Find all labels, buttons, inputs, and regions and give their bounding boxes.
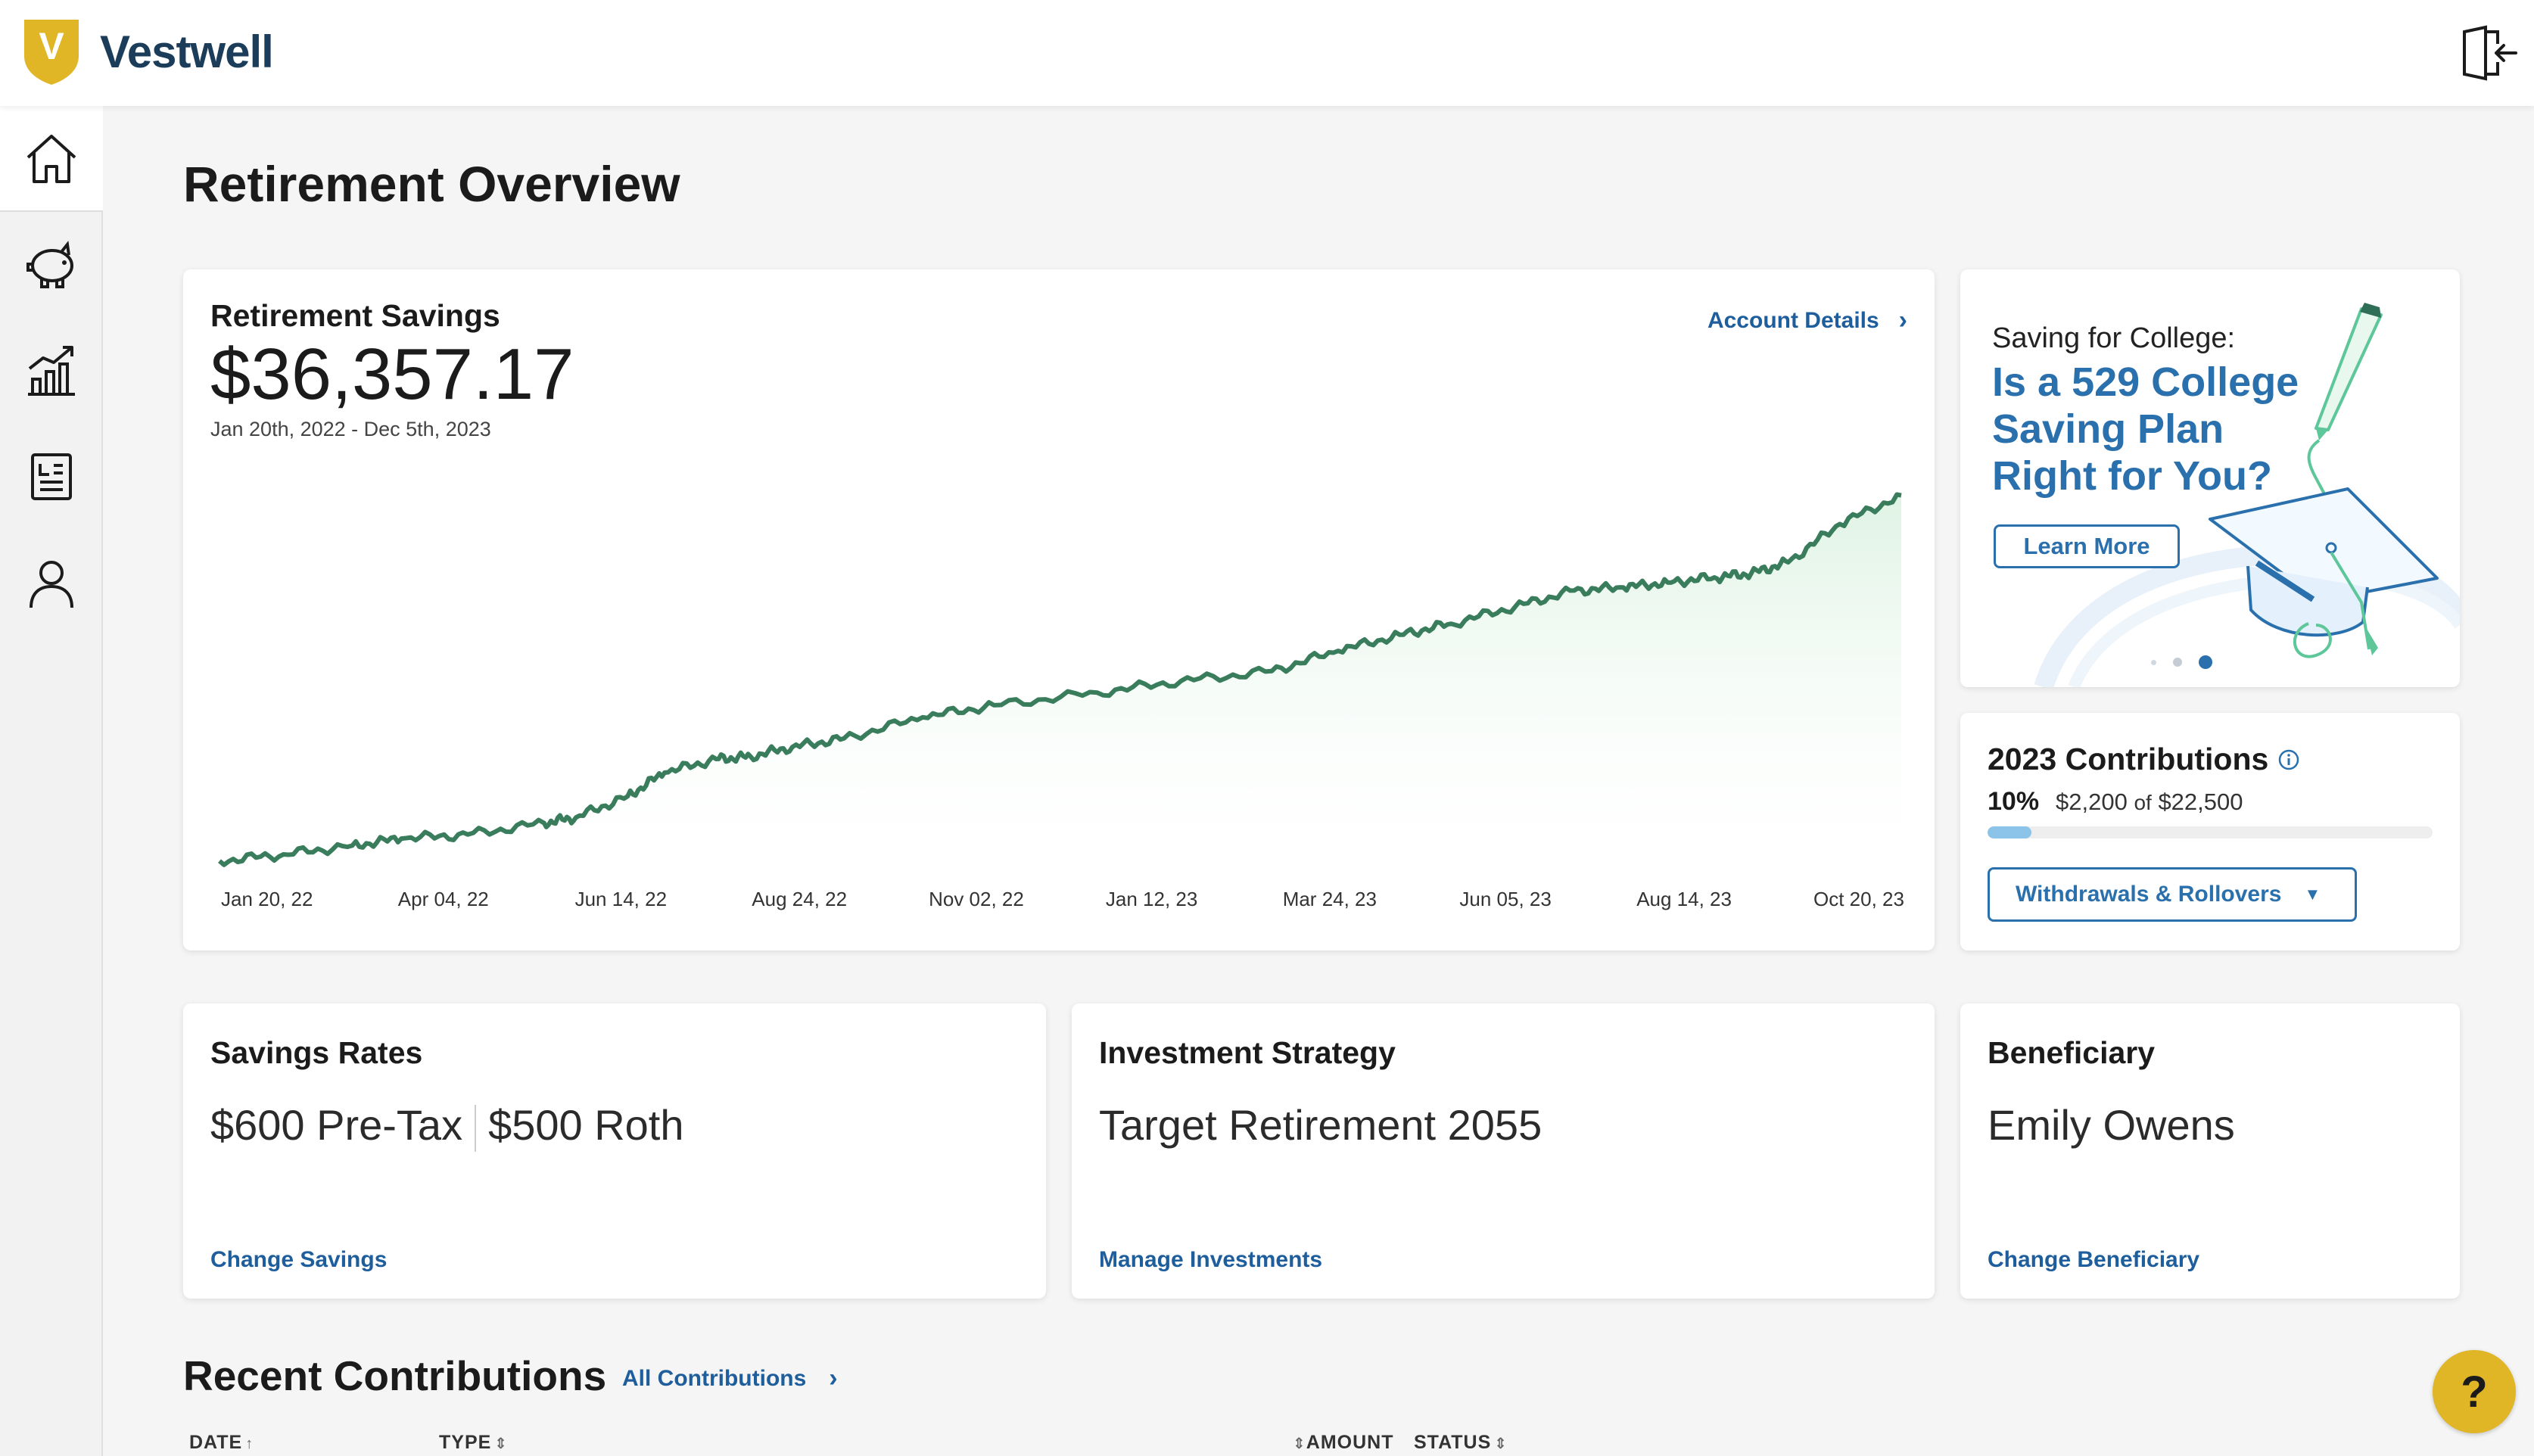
- all-contributions-link[interactable]: All Contributions ›: [622, 1364, 838, 1393]
- type-header-label: TYPE: [439, 1432, 492, 1453]
- sort-icon: ⇕: [1293, 1436, 1306, 1452]
- x-tick-label: Oct 20, 23: [1813, 888, 1904, 910]
- promo-kicker: Saving for College:: [1992, 322, 2236, 354]
- beneficiary-card: Beneficiary Emily Owens Change Beneficia…: [1960, 1003, 2460, 1299]
- x-tick-label: Jun 05, 23: [1459, 888, 1551, 910]
- beneficiary-name: Emily Owens: [1988, 1101, 2235, 1149]
- status-header-label: STATUS: [1414, 1432, 1492, 1453]
- savings-rates-title: Savings Rates: [210, 1035, 423, 1070]
- sidebar-item-savings[interactable]: [0, 212, 103, 318]
- x-tick-label: Jan 12, 23: [1106, 888, 1197, 910]
- contributions-card: 2023 Contributions 10% $2,200 of $22,500…: [1960, 713, 2460, 950]
- svg-text:V: V: [39, 25, 64, 67]
- column-header-type[interactable]: TYPE ⇕: [439, 1432, 508, 1454]
- x-tick-label: Jun 14, 22: [575, 888, 667, 910]
- sidebar-item-profile[interactable]: [0, 530, 103, 636]
- top-bar: V Vestwell: [0, 0, 2534, 106]
- recent-contributions-title: Recent Contributions: [183, 1352, 607, 1399]
- page-title: Retirement Overview: [183, 156, 680, 212]
- sort-ascending-icon: ↑: [245, 1436, 254, 1452]
- chart-area-fill: [219, 494, 1901, 865]
- roth-rate: $500 Roth: [488, 1101, 684, 1149]
- vestwell-logo[interactable]: V Vestwell: [21, 17, 274, 86]
- column-header-date[interactable]: DATE ↑: [189, 1432, 254, 1454]
- column-header-amount[interactable]: ⇕AMOUNT: [1290, 1432, 1393, 1454]
- sidebar-item-home[interactable]: [0, 106, 103, 212]
- all-contributions-label: All Contributions: [622, 1365, 807, 1391]
- withdrawals-rollovers-dropdown[interactable]: Withdrawals & Rollovers ▼: [1988, 867, 2357, 922]
- contributions-limit: $22,500: [2158, 789, 2243, 815]
- x-tick-label: Mar 24, 23: [1283, 888, 1377, 910]
- x-tick-label: Nov 02, 22: [929, 888, 1024, 910]
- sidebar-item-documents[interactable]: [0, 424, 103, 530]
- info-icon[interactable]: [2277, 748, 2300, 771]
- sort-icon: ⇕: [1494, 1436, 1508, 1452]
- chevron-right-icon: ›: [829, 1364, 838, 1392]
- savings-rates-value: $600 Pre-Tax $500 Roth: [210, 1100, 684, 1153]
- contributions-progress-fill: [1988, 826, 2031, 838]
- carousel-dot-2[interactable]: [2173, 658, 2182, 667]
- college-savings-promo: Saving for College: Is a 529 College Sav…: [1960, 269, 2460, 687]
- contributions-of: of: [2134, 791, 2152, 814]
- retirement-savings-card: Retirement Savings $36,357.17 Jan 20th, …: [183, 269, 1935, 950]
- pre-tax-rate: $600 Pre-Tax: [210, 1101, 463, 1149]
- brand-name: Vestwell: [100, 26, 274, 77]
- contributions-amount: $2,200 of $22,500: [2056, 789, 2243, 816]
- date-header-label: DATE: [189, 1432, 243, 1453]
- sort-icon: ⇕: [494, 1436, 509, 1452]
- piggy-bank-icon: [26, 241, 73, 288]
- x-tick-label: Aug 14, 23: [1636, 888, 1732, 910]
- savings-date-range: Jan 20th, 2022 - Dec 5th, 2023: [210, 418, 491, 440]
- account-details-label: Account Details: [1707, 307, 1879, 333]
- growth-chart-icon: [28, 346, 75, 396]
- carousel-dots: [2151, 655, 2229, 669]
- contributions-progress-bar: [1988, 826, 2433, 838]
- savings-total: $36,357.17: [210, 334, 574, 415]
- contributions-percent: 10%: [1988, 787, 2040, 816]
- manage-investments-link[interactable]: Manage Investments: [1099, 1247, 1323, 1272]
- x-tick-label: Aug 24, 22: [752, 888, 847, 910]
- amount-header-label: AMOUNT: [1306, 1432, 1394, 1453]
- change-beneficiary-link[interactable]: Change Beneficiary: [1988, 1247, 2200, 1272]
- learn-more-button[interactable]: Learn More: [1994, 524, 2180, 568]
- savings-title: Retirement Savings: [210, 298, 500, 333]
- change-savings-link[interactable]: Change Savings: [210, 1247, 388, 1272]
- home-icon: [26, 135, 76, 183]
- chart-series-line: [218, 492, 1902, 867]
- logout-icon[interactable]: [2460, 24, 2519, 82]
- column-header-status[interactable]: STATUS ⇕: [1414, 1432, 1508, 1454]
- shield-logo-icon: V: [24, 20, 79, 85]
- caret-down-icon: ▼: [2304, 885, 2321, 904]
- promo-headline: Is a 529 College Saving Plan Right for Y…: [1992, 359, 2299, 499]
- divider: [475, 1105, 477, 1153]
- contributions-title-text: 2023 Contributions: [1988, 742, 2269, 776]
- contributions-amount-value: $2,200: [2056, 789, 2128, 815]
- contributions-title: 2023 Contributions: [1988, 742, 2300, 777]
- sidebar-item-investments[interactable]: [0, 318, 103, 424]
- savings-chart: Jan 20, 22 Apr 04, 22 Jun 14, 22 Aug 24, 22…: [218, 492, 1904, 910]
- carousel-dot-3[interactable]: [2199, 655, 2212, 669]
- account-details-link[interactable]: Account Details ›: [1707, 306, 1907, 335]
- withdrawals-rollovers-label: Withdrawals & Rollovers: [2016, 882, 2282, 907]
- user-icon: [30, 561, 73, 608]
- x-tick-label: Apr 04, 22: [398, 888, 489, 910]
- x-tick-label: Jan 20, 22: [221, 888, 313, 910]
- investment-strategy-card: Investment Strategy Target Retirement 20…: [1072, 1003, 1935, 1299]
- investment-strategy-value: Target Retirement 2055: [1099, 1101, 1543, 1149]
- chevron-right-icon: ›: [1898, 306, 1907, 334]
- savings-rates-card: Savings Rates $600 Pre-Tax $500 Roth Chan…: [183, 1003, 1046, 1299]
- document-icon: [31, 453, 72, 500]
- sidebar-nav: [0, 106, 103, 1456]
- graduation-cap-illustration: [2034, 303, 2460, 687]
- carousel-dot-1[interactable]: [2151, 659, 2156, 665]
- investment-strategy-title: Investment Strategy: [1099, 1035, 1396, 1070]
- beneficiary-title: Beneficiary: [1988, 1035, 2156, 1070]
- help-button[interactable]: ?: [2433, 1350, 2516, 1433]
